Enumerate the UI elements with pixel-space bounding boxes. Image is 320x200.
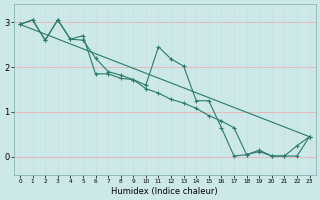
X-axis label: Humidex (Indice chaleur): Humidex (Indice chaleur) bbox=[111, 187, 218, 196]
